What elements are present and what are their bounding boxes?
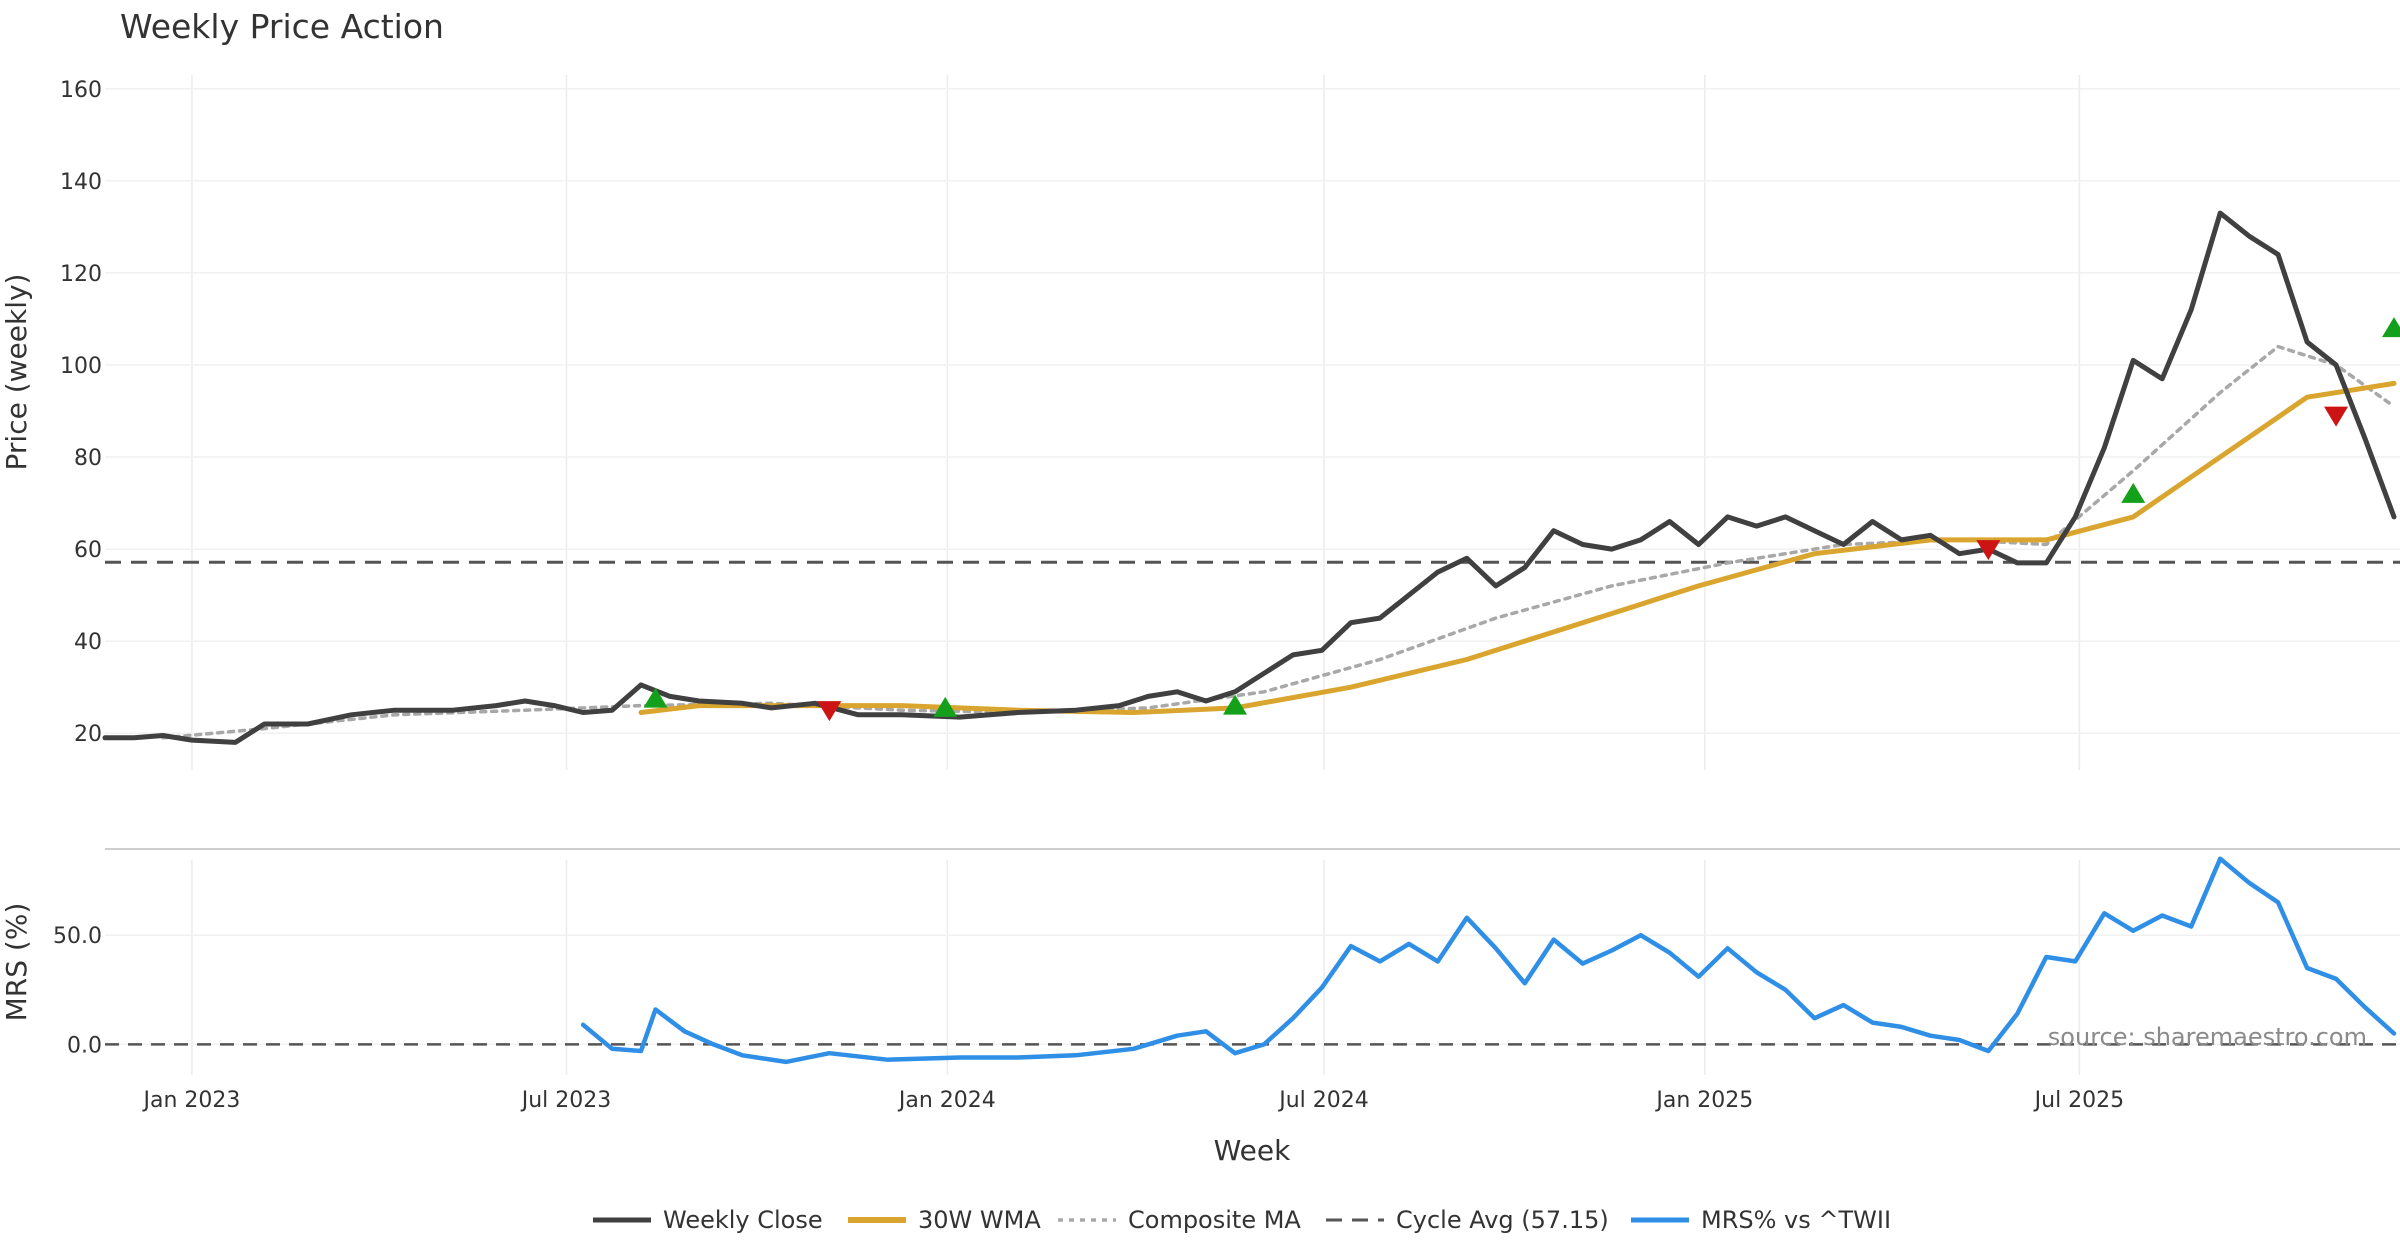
cycle-avg-57-15-legend-label: Cycle Avg (57.15) bbox=[1396, 1206, 1609, 1234]
x-axis-title: Week bbox=[1214, 1134, 1291, 1167]
x-tick-label: Jan 2025 bbox=[1654, 1088, 1753, 1113]
composite-ma-line bbox=[161, 344, 2396, 740]
legend: Weekly Close 30W WMA Composite MA Cycle Avg… bbox=[593, 1206, 1891, 1234]
sell-signal-marker bbox=[1976, 540, 2001, 561]
sell-signal-marker bbox=[2324, 406, 2349, 427]
sell-signal-marker bbox=[817, 701, 842, 722]
buy-signal-marker bbox=[933, 696, 958, 717]
price-y-tick-label: 80 bbox=[74, 446, 102, 471]
price-y-tick-label: 40 bbox=[74, 630, 102, 655]
price-y-tick-label: 20 bbox=[74, 722, 102, 747]
y-axis-ticks: 20 40 60 80 100 120 140 160 0.0 50.0 bbox=[53, 78, 102, 1059]
mrs-axis-title: MRS (%) bbox=[0, 903, 33, 1022]
mrs-y-tick-label: 0.0 bbox=[67, 1033, 102, 1058]
price-axis-title: Price (weekly) bbox=[0, 274, 33, 471]
x-tick-label: Jan 2023 bbox=[141, 1088, 240, 1113]
30w-wma-legend-label: 30W WMA bbox=[918, 1206, 1041, 1234]
price-y-tick-label: 60 bbox=[74, 538, 102, 563]
buy-signal-marker bbox=[2382, 317, 2400, 338]
price-y-tick-label: 120 bbox=[60, 262, 102, 287]
weekly-close-legend-label: Weekly Close bbox=[663, 1206, 823, 1234]
weekly-close-line bbox=[102, 210, 2397, 745]
price-y-tick-label: 100 bbox=[60, 354, 102, 379]
mrs-series-group bbox=[105, 856, 2400, 1065]
x-axis-ticks: Jan 2023 Jul 2023 Jan 2024 Jul 2024 Jan 2025… bbox=[141, 1088, 2124, 1113]
mrs-vs-twii-line bbox=[580, 856, 2397, 1065]
composite-ma-legend-label: Composite MA bbox=[1128, 1206, 1301, 1234]
price-panel-grid bbox=[105, 75, 2400, 770]
x-tick-label: Jul 2024 bbox=[1277, 1088, 1369, 1113]
x-tick-label: Jul 2023 bbox=[520, 1088, 612, 1113]
price-series-group bbox=[102, 210, 2400, 745]
mrs-y-tick-label: 50.0 bbox=[53, 924, 102, 949]
30w-wma-line bbox=[638, 380, 2397, 715]
buy-signal-marker bbox=[1223, 694, 1248, 715]
buy-signal-marker bbox=[643, 687, 668, 708]
price-y-tick-label: 140 bbox=[60, 170, 102, 195]
signal-markers bbox=[643, 317, 2400, 722]
mrs-vs-twii-legend-label: MRS% vs ^TWII bbox=[1701, 1206, 1891, 1234]
x-tick-label: Jan 2024 bbox=[897, 1088, 996, 1113]
source-watermark: source: sharemaestro.com bbox=[2048, 1023, 2367, 1051]
price-y-tick-label: 160 bbox=[60, 78, 102, 103]
x-tick-label: Jul 2025 bbox=[2033, 1088, 2125, 1113]
buy-signal-marker bbox=[2121, 482, 2146, 503]
chart-title: Weekly Price Action bbox=[120, 7, 444, 46]
